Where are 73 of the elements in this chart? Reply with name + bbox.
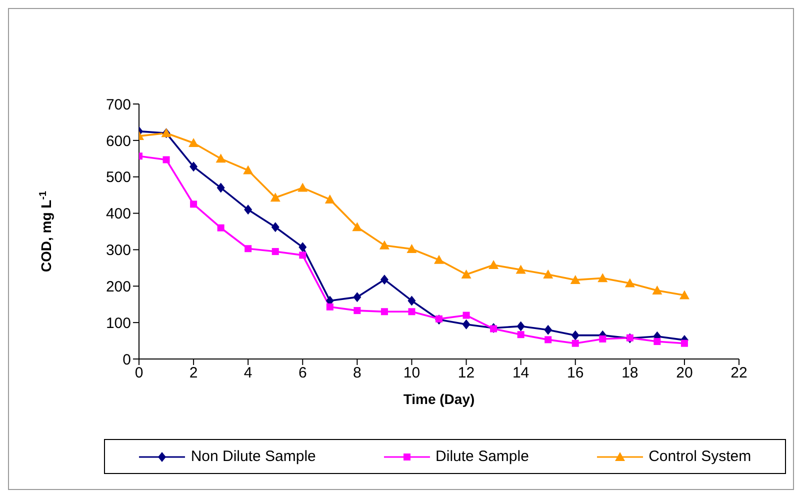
x-tick-label: 4 <box>244 364 252 382</box>
point <box>544 336 552 344</box>
point <box>408 308 416 316</box>
legend-label: Control System <box>648 448 752 465</box>
y-tick-label: 400 <box>106 206 131 223</box>
point <box>216 182 225 193</box>
y-tick-label: 600 <box>106 132 131 150</box>
point <box>652 286 662 295</box>
point <box>162 156 170 164</box>
point <box>354 307 361 314</box>
legend-label: Dilute Sample <box>436 448 529 465</box>
y-tick-label: 200 <box>106 278 131 296</box>
x-tick-label: 20 <box>676 364 693 382</box>
y-tick-label: 100 <box>106 314 131 332</box>
point <box>461 269 472 278</box>
point <box>298 242 307 252</box>
point <box>188 138 199 147</box>
point <box>298 182 308 192</box>
point <box>517 331 524 338</box>
y-tick-label: 0 <box>122 351 131 368</box>
point <box>462 319 470 330</box>
point <box>488 260 499 270</box>
point <box>270 192 280 202</box>
x-tick-label: 18 <box>622 364 638 382</box>
point <box>190 162 198 172</box>
x-tick-label: 6 <box>298 364 307 382</box>
point <box>543 269 554 278</box>
point <box>680 340 688 347</box>
point <box>380 308 388 316</box>
point <box>352 222 362 232</box>
point <box>216 154 226 163</box>
x-tick-label: 8 <box>353 364 362 382</box>
point <box>434 254 444 264</box>
point <box>299 252 306 259</box>
point <box>408 296 416 306</box>
point <box>679 290 690 300</box>
point <box>598 273 608 282</box>
x-tick-label: 16 <box>567 364 584 382</box>
point <box>326 303 334 310</box>
point <box>599 335 606 342</box>
x-tick-label: 0 <box>134 364 144 382</box>
point <box>379 240 390 250</box>
point <box>570 274 580 284</box>
point <box>406 244 417 253</box>
x-axis-title: Time (Day) <box>403 391 475 407</box>
point <box>572 340 579 347</box>
point <box>353 292 362 302</box>
point <box>271 222 280 232</box>
y-tick-label: 700 <box>106 96 131 114</box>
point <box>217 224 224 232</box>
point <box>272 248 279 256</box>
point <box>380 274 388 285</box>
point <box>244 204 252 215</box>
point <box>190 200 198 208</box>
point <box>516 264 526 274</box>
point <box>243 165 254 174</box>
x-tick-label: 14 <box>512 364 530 382</box>
y-tick-label: 300 <box>106 242 131 260</box>
point <box>324 194 335 204</box>
point <box>571 330 580 340</box>
x-tick-label: 2 <box>189 364 198 382</box>
x-tick-label: 10 <box>403 364 420 382</box>
point <box>436 315 442 322</box>
point <box>462 312 470 319</box>
y-tick-label: 500 <box>106 169 131 186</box>
point <box>244 245 252 252</box>
point <box>624 278 635 288</box>
legend-label: Non Dilute Sample <box>190 448 316 465</box>
x-tick-label: 22 <box>730 364 748 382</box>
point <box>544 324 552 335</box>
x-tick-label: 12 <box>458 364 475 382</box>
point <box>516 321 525 332</box>
point <box>654 338 661 346</box>
